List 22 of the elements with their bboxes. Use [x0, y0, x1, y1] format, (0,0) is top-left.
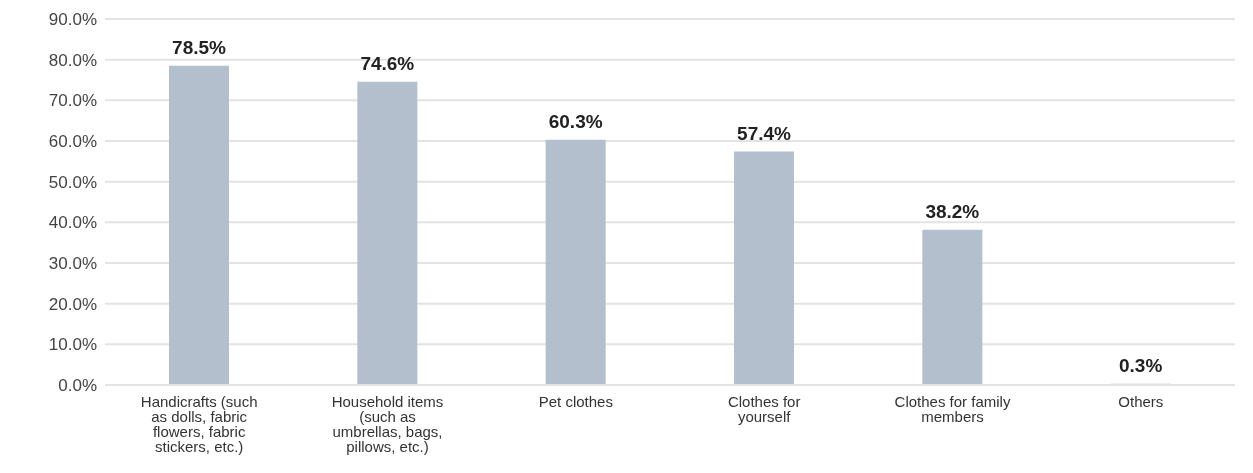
y-tick-label: 60.0%: [48, 132, 97, 152]
y-tick-label: 20.0%: [48, 294, 97, 314]
data-label: 0.3%: [1119, 354, 1163, 376]
y-tick-label: 10.0%: [48, 335, 97, 355]
y-tick-label: 0.0%: [58, 376, 97, 396]
y-tick-label: 70.0%: [48, 91, 97, 111]
y-tick-label: 90.0%: [48, 10, 97, 30]
y-tick-label: 80.0%: [48, 50, 97, 70]
data-label: 60.3%: [548, 110, 603, 132]
x-tick-label: Clothes for family members: [894, 393, 1011, 425]
data-label: 38.2%: [925, 200, 980, 222]
data-label: 74.6%: [360, 52, 415, 74]
data-label: 78.5%: [172, 36, 227, 58]
x-tick-label: Handicrafts (such as dolls, fabric flowers, fabric stickers, etc.): [140, 393, 258, 455]
data-label: 57.4%: [737, 122, 792, 144]
y-tick-label: 50.0%: [48, 172, 97, 192]
x-tick-label: Clothes for yourself: [727, 393, 801, 425]
x-tick-label: Others: [1118, 393, 1164, 410]
y-tick-label: 30.0%: [48, 254, 97, 274]
x-tick-label: Household items (such as umbrellas, bags, pillows, etc.): [331, 393, 444, 455]
x-tick-label: Pet clothes: [538, 393, 613, 410]
y-tick-label: 40.0%: [48, 213, 97, 233]
